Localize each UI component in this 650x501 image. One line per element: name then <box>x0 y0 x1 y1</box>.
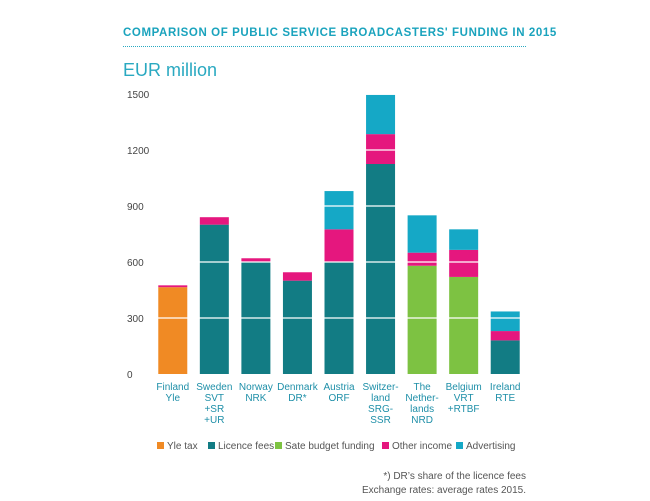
footnote-dr: *) DR’s share of the licence fees <box>383 471 526 482</box>
x-label-6-line-0: The <box>413 382 431 393</box>
legend: Yle tax Licence fees Sate budget funding Ot… <box>157 441 515 452</box>
x-label-5-line-0: Switzer- <box>362 382 398 393</box>
x-label-0-line-1: Yle <box>166 393 181 404</box>
x-label-8-line-1: RTE <box>495 393 515 404</box>
legend-swatch-2 <box>275 442 282 449</box>
bar-7-series-4 <box>449 229 479 250</box>
x-label-3-line-1: DR* <box>288 393 306 404</box>
bar-group <box>158 94 520 374</box>
x-label-1-line-1: SVT <box>205 393 224 404</box>
legend-swatch-3 <box>382 442 389 449</box>
bar-0-series-0 <box>158 287 188 374</box>
bar-5-series-4 <box>366 94 396 135</box>
x-label-7-line-2: +RTBF <box>448 404 480 415</box>
bar-3-series-3 <box>282 272 312 281</box>
footnote-exchange-rates: Exchange rates: average rates 2015. <box>362 485 526 496</box>
y-tick-4: 1200 <box>127 146 150 157</box>
bar-1-series-1 <box>199 224 229 374</box>
bar-6-series-2 <box>407 265 437 374</box>
bar-0-series-3 <box>158 285 188 288</box>
x-label-5-line-3: SSR <box>370 415 391 426</box>
gridline-group <box>152 93 526 319</box>
legend-swatch-1 <box>208 442 215 449</box>
legend-label-3: Other income <box>392 441 452 452</box>
x-label-1-line-2: +SR <box>204 404 224 415</box>
legend-swatch-0 <box>157 442 164 449</box>
y-tick-2: 600 <box>127 258 144 269</box>
x-label-5-line-2: SRG- <box>368 404 393 415</box>
bar-4-series-4 <box>324 191 354 230</box>
chart-title: COMPARISON OF PUBLIC SERVICE BROADCASTER… <box>123 27 557 39</box>
legend-label-0: Yle tax <box>167 441 198 452</box>
bar-3-series-1 <box>282 280 312 374</box>
x-label-2-line-0: Norway <box>239 382 273 393</box>
x-label-6-line-1: Nether- <box>405 393 438 404</box>
x-label-0-line-0: Finland <box>156 382 189 393</box>
x-label-6-line-3: NRD <box>411 415 433 426</box>
y-tick-0: 0 <box>127 370 133 381</box>
bar-6-series-3 <box>407 252 437 266</box>
bar-6-series-4 <box>407 215 437 253</box>
legend-label-2: Sate budget funding <box>285 441 375 452</box>
bar-8-series-4 <box>490 311 520 332</box>
x-label-6-line-2: lands <box>410 404 434 415</box>
bar-4-series-3 <box>324 229 354 262</box>
legend-swatch-4 <box>456 442 463 449</box>
x-label-8-line-0: Ireland <box>490 382 521 393</box>
y-tick-5: 1500 <box>127 90 150 101</box>
x-label-1-line-0: Sweden <box>196 382 232 393</box>
bar-5-series-1 <box>366 164 396 374</box>
legend-label-1: Licence fees <box>218 441 274 452</box>
bar-2-series-3 <box>241 258 271 262</box>
x-label-7-line-1: VRT <box>454 393 474 404</box>
bar-7-series-3 <box>449 249 479 277</box>
legend-label-4: Advertising <box>466 441 515 452</box>
bar-1-series-3 <box>199 217 229 225</box>
x-label-7-line-0: Belgium <box>446 382 482 393</box>
x-label-2-line-1: NRK <box>245 393 266 404</box>
y-axis-label: EUR million <box>123 60 218 80</box>
x-label-4-line-1: ORF <box>328 393 349 404</box>
x-label-4-line-0: Austria <box>323 382 355 393</box>
bar-5-series-3 <box>366 134 396 164</box>
y-tick-group: 0 300 600 900 1200 1500 <box>127 90 150 381</box>
y-tick-1: 300 <box>127 314 144 325</box>
bar-7-series-2 <box>449 276 479 374</box>
title-divider <box>123 46 526 47</box>
x-label-5-line-1: land <box>371 393 390 404</box>
bar-8-series-3 <box>490 331 520 341</box>
y-tick-3: 900 <box>127 202 144 213</box>
x-label-3-line-0: Denmark <box>277 382 319 393</box>
x-label-1-line-3: +UR <box>204 415 224 426</box>
bar-8-series-1 <box>490 340 520 374</box>
